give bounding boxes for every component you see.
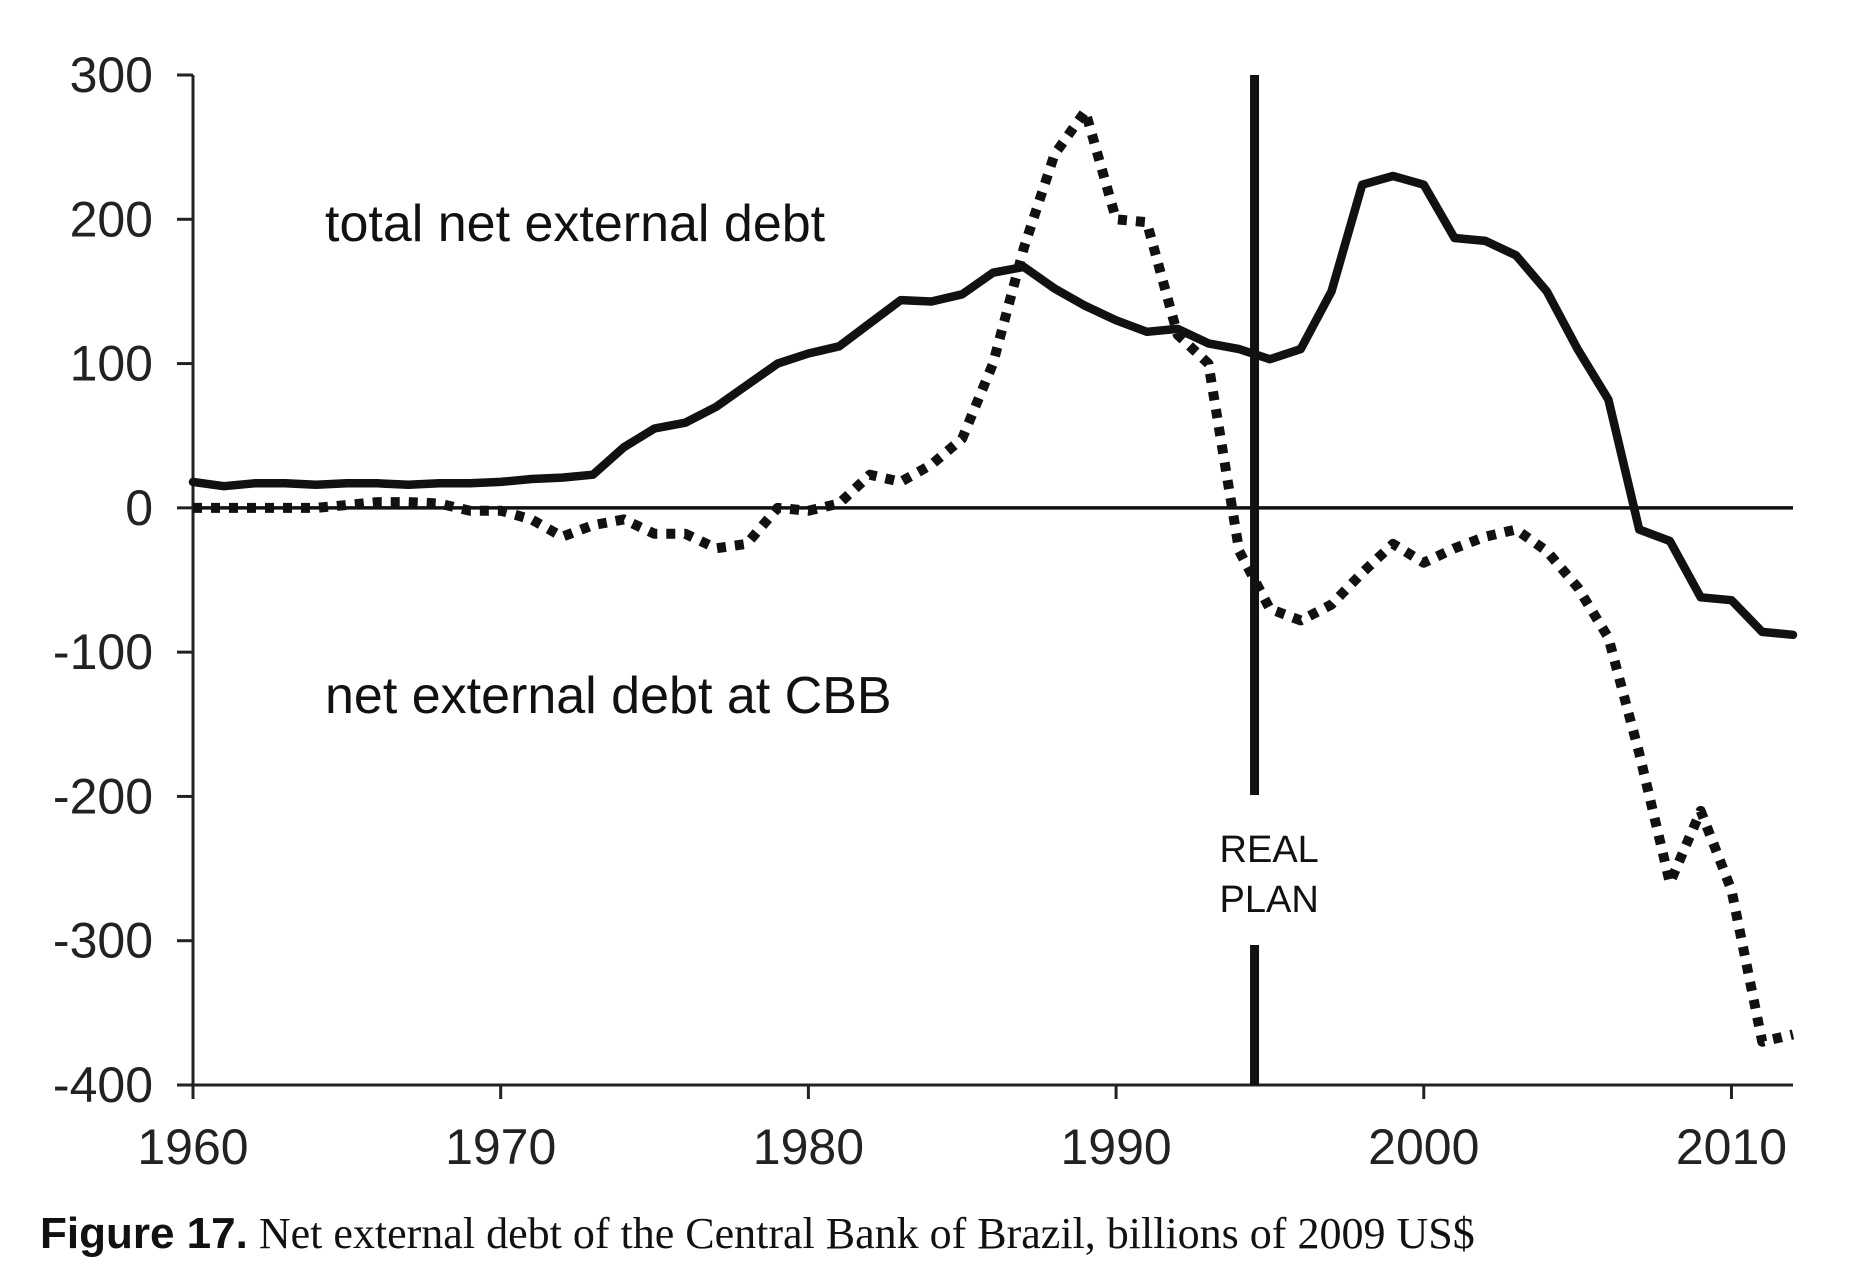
x-tick-label: 1980	[753, 1119, 864, 1175]
y-tick-label: -100	[53, 624, 153, 680]
y-tick-label: -300	[53, 913, 153, 969]
series-label-total-net-external-debt: total net external debt	[325, 195, 826, 253]
y-tick-label: -400	[53, 1057, 153, 1113]
x-tick-label: 1960	[137, 1119, 248, 1175]
real-plan-annotation: REAL PLAN	[1220, 75, 1319, 1085]
series-label-net-external-debt-at-cbb: net external debt at CBB	[325, 667, 892, 725]
real-plan-label: PLAN	[1220, 879, 1319, 921]
caption-lead: Figure 17.	[40, 1209, 248, 1258]
x-tick-label: 1970	[445, 1119, 556, 1175]
real-plan-label: REAL	[1220, 829, 1319, 871]
y-tick-label: 200	[70, 191, 153, 247]
series-lines	[188, 106, 1798, 1047]
y-tick-label: -200	[53, 768, 153, 824]
chart: 300 200 100 0 -100 -200 -300 -400 1960 1970 1980 19…	[53, 47, 1798, 1175]
series-line-net-external-debt-at-cbb	[193, 106, 1795, 1047]
axes: 300 200 100 0 -100 -200 -300 -400 1960 1970 1980 19…	[53, 47, 1793, 1175]
series-line-total-net-external-debt	[188, 171, 1798, 640]
y-tick-label: 0	[125, 480, 153, 536]
x-tick-label: 2000	[1368, 1119, 1479, 1175]
y-tick-label: 100	[70, 336, 153, 392]
x-tick-label: 1990	[1060, 1119, 1171, 1175]
y-tick-label: 300	[70, 47, 153, 103]
figure-caption: Figure 17. Net external debt of the Cent…	[40, 1208, 1840, 1259]
x-tick-label: 2010	[1676, 1119, 1787, 1175]
caption-text: Net external debt of the Central Bank of…	[247, 1209, 1475, 1258]
